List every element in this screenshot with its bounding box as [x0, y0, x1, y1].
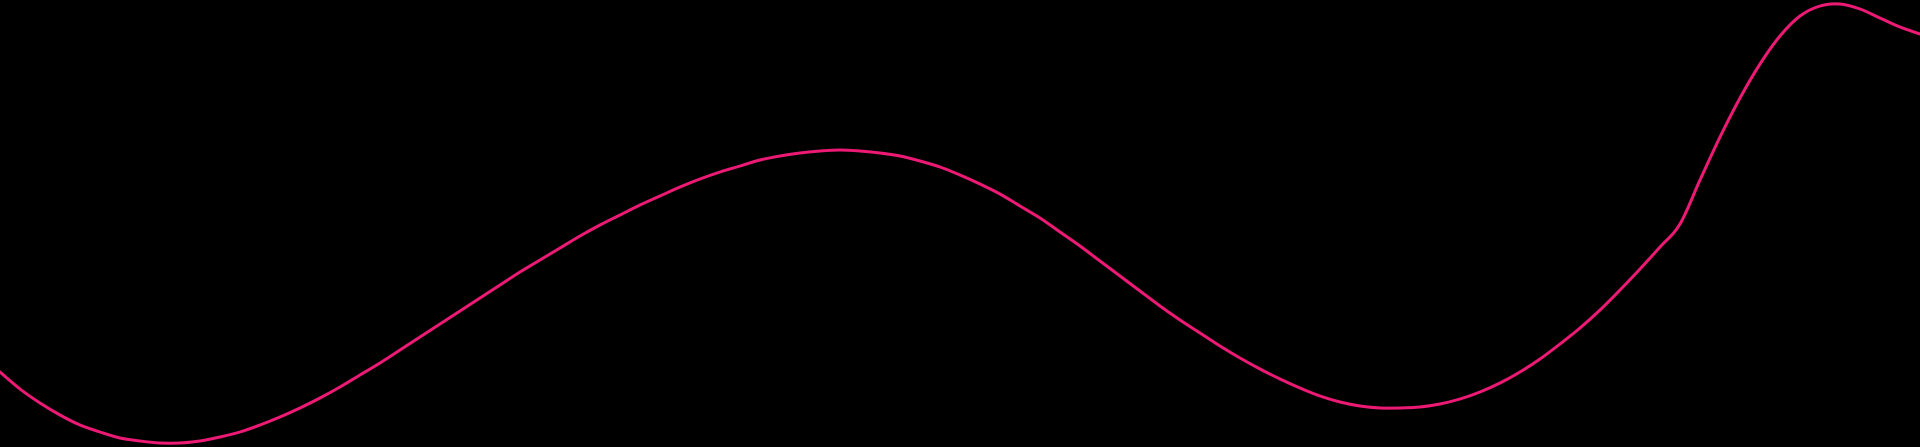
chart-canvas: [0, 0, 1920, 447]
pink-sine-curve: [0, 2, 1920, 445]
plot-background: [0, 0, 1920, 447]
sine-wave-plot: [0, 0, 1920, 447]
